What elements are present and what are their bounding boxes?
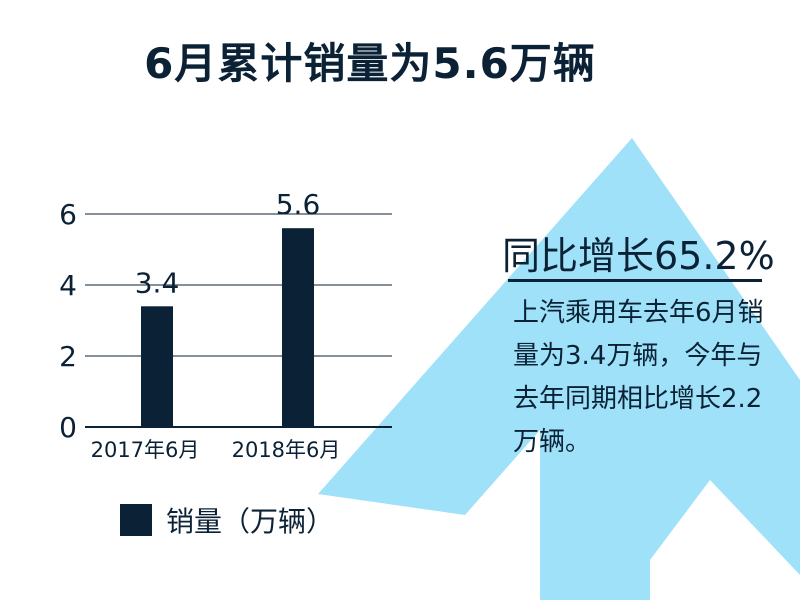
growth-description: 上汽乘用车去年6月销量为3.4万辆，今年与去年同期相比增长2.2万辆。 (513, 298, 764, 457)
chart-legend: 销量（万辆） (120, 500, 334, 540)
y-tick-label: 0 (59, 411, 77, 444)
bar (282, 228, 314, 427)
bar (141, 306, 173, 427)
x-tick-label: 2017年6月 (91, 438, 200, 462)
x-tick-label: 2018年6月 (232, 438, 341, 462)
page-title: 6月累计销量为5.6万辆 (144, 39, 596, 88)
heading-underline (508, 279, 762, 282)
data-label: 5.6 (276, 188, 321, 221)
y-tick-label: 6 (59, 198, 77, 231)
y-tick-label: 4 (59, 269, 77, 302)
growth-heading: 同比增长65.2% (502, 234, 775, 278)
legend-label: 销量（万辆） (166, 505, 335, 538)
data-label: 3.4 (135, 266, 180, 299)
legend-swatch (120, 504, 152, 536)
y-tick-label: 2 (59, 340, 77, 373)
